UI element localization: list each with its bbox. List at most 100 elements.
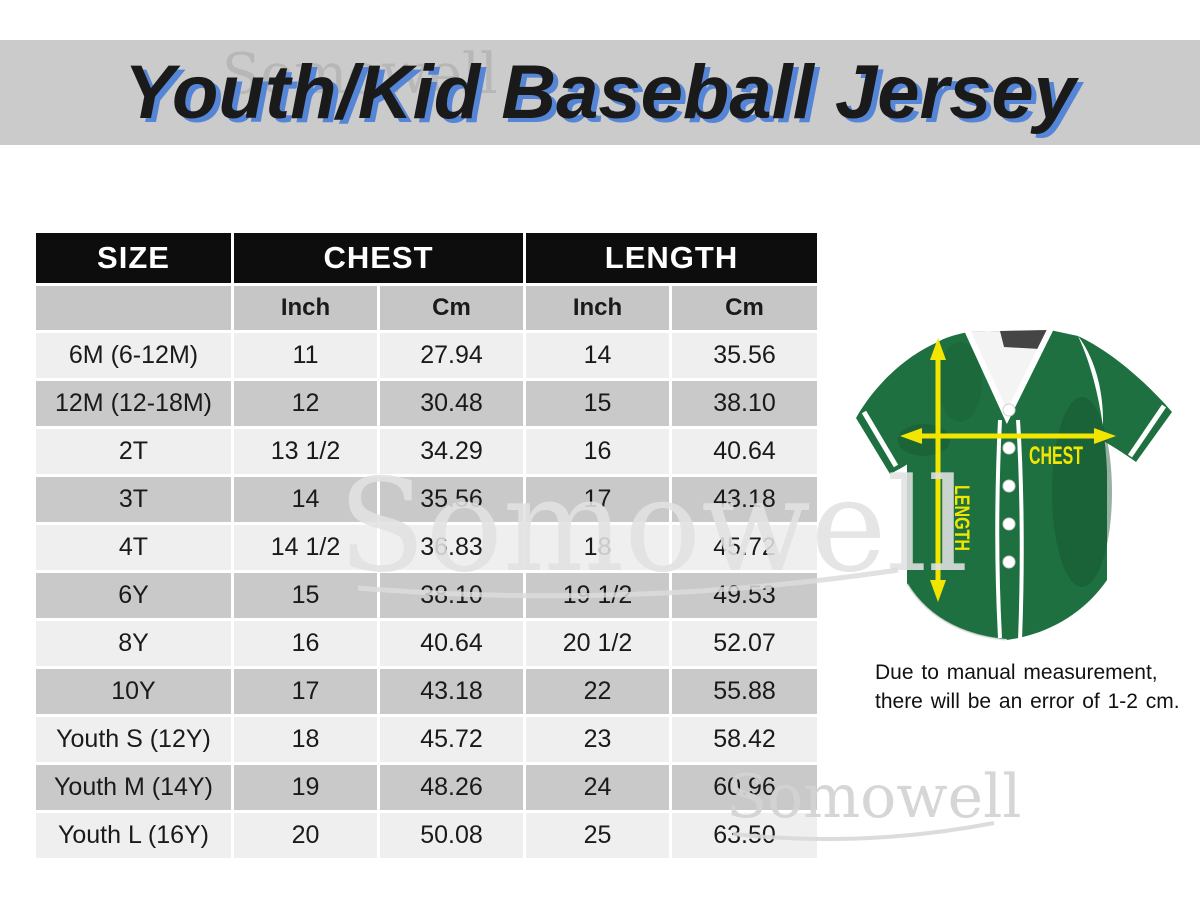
length-cm-cell: 38.10 bbox=[672, 381, 818, 426]
length-cm-cell: 60.96 bbox=[672, 765, 818, 810]
table-row: 10Y 17 43.18 22 55.88 bbox=[36, 669, 818, 714]
length-cm-cell: 55.88 bbox=[672, 669, 818, 714]
header-length: LENGTH bbox=[526, 233, 818, 283]
jersey-placket-left-piping bbox=[995, 419, 1002, 639]
table-row: 3T 14 35.56 17 43.18 bbox=[36, 477, 818, 522]
chest-inch-cell: 17 bbox=[234, 669, 377, 714]
length-inch-cell: 23 bbox=[526, 717, 670, 762]
table-row: 4T 14 1/2 36.83 18 45.72 bbox=[36, 525, 818, 570]
size-cell: 8Y bbox=[36, 621, 231, 666]
length-inch-cell: 25 bbox=[526, 813, 670, 858]
table-header-row: SIZE CHEST LENGTH bbox=[36, 233, 818, 283]
chest-cm-cell: 43.18 bbox=[380, 669, 524, 714]
length-inch-cell: 22 bbox=[526, 669, 670, 714]
jersey-shade-underarm bbox=[898, 424, 950, 456]
jersey-undershirt bbox=[968, 330, 1050, 417]
length-inch-cell: 24 bbox=[526, 765, 670, 810]
length-cm-cell: 63.50 bbox=[672, 813, 818, 858]
length-inch-cell: 16 bbox=[526, 429, 670, 474]
subheader-length-inch: Inch bbox=[526, 286, 670, 330]
chest-cm-cell: 40.64 bbox=[380, 621, 524, 666]
size-cell: Youth L (16Y) bbox=[36, 813, 231, 858]
chest-cm-cell: 48.26 bbox=[380, 765, 524, 810]
page-title: Youth/Kid Baseball Jersey bbox=[124, 50, 1076, 135]
size-cell: Youth M (14Y) bbox=[36, 765, 231, 810]
size-cell: Youth S (12Y) bbox=[36, 717, 231, 762]
length-inch-cell: 19 1/2 bbox=[526, 573, 670, 618]
length-inch-cell: 20 1/2 bbox=[526, 621, 670, 666]
table-row: 6M (6-12M) 11 27.94 14 35.56 bbox=[36, 333, 818, 378]
size-cell: 2T bbox=[36, 429, 231, 474]
jersey-hem-line bbox=[906, 583, 1008, 641]
note-line-1: Due to manual measurement, bbox=[875, 661, 1158, 684]
size-cell: 4T bbox=[36, 525, 231, 570]
length-inch-cell: 17 bbox=[526, 477, 670, 522]
subheader-empty bbox=[36, 286, 231, 330]
subheader-length-cm: Cm bbox=[672, 286, 818, 330]
table-row: 2T 13 1/2 34.29 16 40.64 bbox=[36, 429, 818, 474]
length-arrow bbox=[930, 338, 946, 602]
jersey-buttons bbox=[1002, 403, 1016, 569]
table-row: 12M (12-18M) 12 30.48 15 38.10 bbox=[36, 381, 818, 426]
jersey-svg: CHEST LENGTH bbox=[856, 327, 1172, 641]
length-cm-cell: 45.72 bbox=[672, 525, 818, 570]
jersey-inner-collar bbox=[1000, 330, 1050, 349]
chest-inch-cell: 14 bbox=[234, 477, 377, 522]
chest-cm-cell: 35.56 bbox=[380, 477, 524, 522]
length-cm-cell: 40.64 bbox=[672, 429, 818, 474]
chest-arrow bbox=[900, 428, 1116, 444]
header-chest: CHEST bbox=[234, 233, 524, 283]
length-inch-cell: 15 bbox=[526, 381, 670, 426]
chest-cm-cell: 45.72 bbox=[380, 717, 524, 762]
jersey-shade-chest bbox=[938, 342, 982, 422]
table-row: 6Y 15 38.10 19 1/2 49.53 bbox=[36, 573, 818, 618]
subheader-chest-cm: Cm bbox=[380, 286, 524, 330]
chest-inch-cell: 12 bbox=[234, 381, 377, 426]
subheader-chest-inch: Inch bbox=[234, 286, 377, 330]
chest-inch-cell: 13 1/2 bbox=[234, 429, 377, 474]
size-cell: 6Y bbox=[36, 573, 231, 618]
jersey-shade-right bbox=[1052, 397, 1112, 587]
jersey-image: CHEST LENGTH bbox=[850, 322, 1190, 657]
length-cm-cell: 52.07 bbox=[672, 621, 818, 666]
chest-cm-cell: 38.10 bbox=[380, 573, 524, 618]
jersey-left-cuff-piping bbox=[861, 410, 899, 468]
chest-inch-cell: 20 bbox=[234, 813, 377, 858]
size-cell: 3T bbox=[36, 477, 231, 522]
length-cm-cell: 49.53 bbox=[672, 573, 818, 618]
table-row: Youth L (16Y) 20 50.08 25 63.50 bbox=[36, 813, 818, 858]
size-cell: 6M (6-12M) bbox=[36, 333, 231, 378]
length-inch-cell: 14 bbox=[526, 333, 670, 378]
chest-inch-cell: 14 1/2 bbox=[234, 525, 377, 570]
chest-cm-cell: 30.48 bbox=[380, 381, 524, 426]
table-row: 8Y 16 40.64 20 1/2 52.07 bbox=[36, 621, 818, 666]
table-row: Youth M (14Y) 19 48.26 24 60.96 bbox=[36, 765, 818, 810]
jersey-right-cuff-piping bbox=[1127, 404, 1167, 458]
length-cm-cell: 58.42 bbox=[672, 717, 818, 762]
chest-inch-cell: 15 bbox=[234, 573, 377, 618]
chest-label: CHEST bbox=[1029, 442, 1083, 470]
chest-cm-cell: 50.08 bbox=[380, 813, 524, 858]
chest-inch-cell: 11 bbox=[234, 333, 377, 378]
note-line-2: there will be an error of 1-2 cm. bbox=[875, 690, 1180, 713]
size-table: SIZE CHEST LENGTH Inch Cm Inch Cm 6M (6-… bbox=[33, 230, 820, 861]
jersey-collar-piping bbox=[965, 327, 1053, 424]
chest-inch-cell: 16 bbox=[234, 621, 377, 666]
size-cell: 12M (12-18M) bbox=[36, 381, 231, 426]
table-subheader-row: Inch Cm Inch Cm bbox=[36, 286, 818, 330]
title-banner bbox=[0, 40, 1200, 145]
length-label: LENGTH bbox=[950, 485, 973, 551]
length-cm-cell: 43.18 bbox=[672, 477, 818, 522]
chest-cm-cell: 34.29 bbox=[380, 429, 524, 474]
chest-inch-cell: 19 bbox=[234, 765, 377, 810]
table-row: Youth S (12Y) 18 45.72 23 58.42 bbox=[36, 717, 818, 762]
chest-inch-cell: 18 bbox=[234, 717, 377, 762]
header-size: SIZE bbox=[36, 233, 231, 283]
length-cm-cell: 35.56 bbox=[672, 333, 818, 378]
size-cell: 10Y bbox=[36, 669, 231, 714]
length-inch-cell: 18 bbox=[526, 525, 670, 570]
measurement-note: Due to manual measurement, there will be… bbox=[875, 658, 1200, 716]
jersey-placket-right-piping bbox=[1016, 419, 1024, 641]
chest-cm-cell: 27.94 bbox=[380, 333, 524, 378]
